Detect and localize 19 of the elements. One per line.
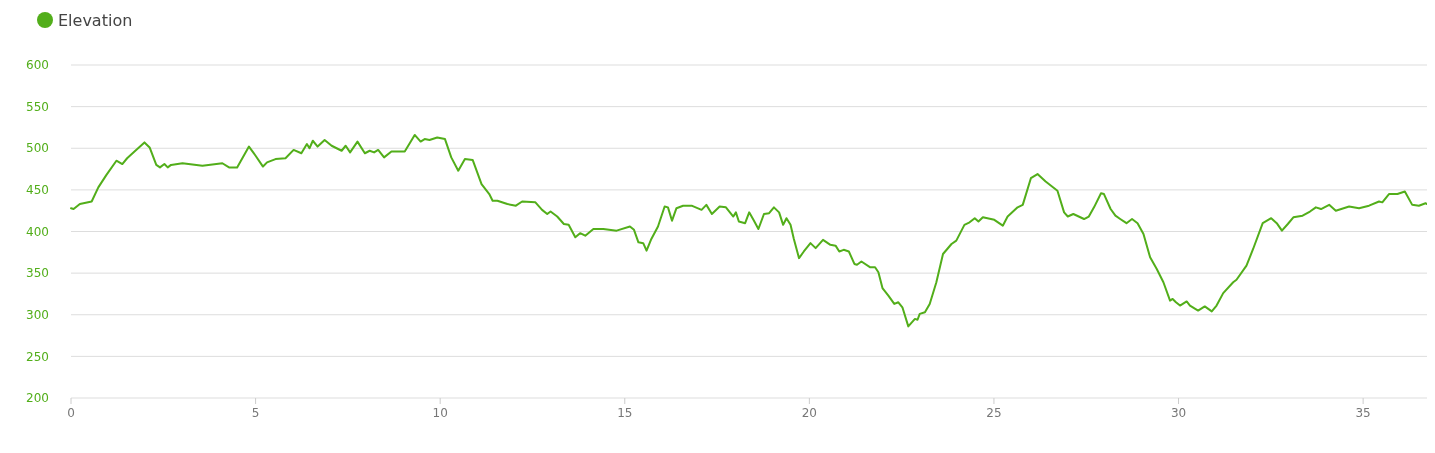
y-tick-label: 200 <box>26 391 49 406</box>
x-tick-label: 35 <box>1355 406 1371 420</box>
y-tick-label: 550 <box>26 99 49 114</box>
x-tick-label: 25 <box>986 406 1002 420</box>
y-tick-label: 450 <box>26 183 49 198</box>
y-tick-label: 600 <box>26 58 49 73</box>
y-tick-label: 400 <box>26 224 49 239</box>
x-tick-label: 5 <box>251 406 260 420</box>
legend-label: Elevation <box>58 10 133 30</box>
x-tick-label: 10 <box>432 406 448 420</box>
x-tick-label: 0 <box>67 406 75 420</box>
x-tick-label: 20 <box>801 406 817 420</box>
y-tick-label: 500 <box>26 141 49 156</box>
y-tick-label: 250 <box>26 349 49 364</box>
x-tick-label: 15 <box>617 406 633 420</box>
line-series <box>70 133 1427 328</box>
y-tick-label: 300 <box>26 307 49 322</box>
x-tick-label: 30 <box>1170 406 1187 420</box>
y-tick-label: 350 <box>26 266 49 281</box>
